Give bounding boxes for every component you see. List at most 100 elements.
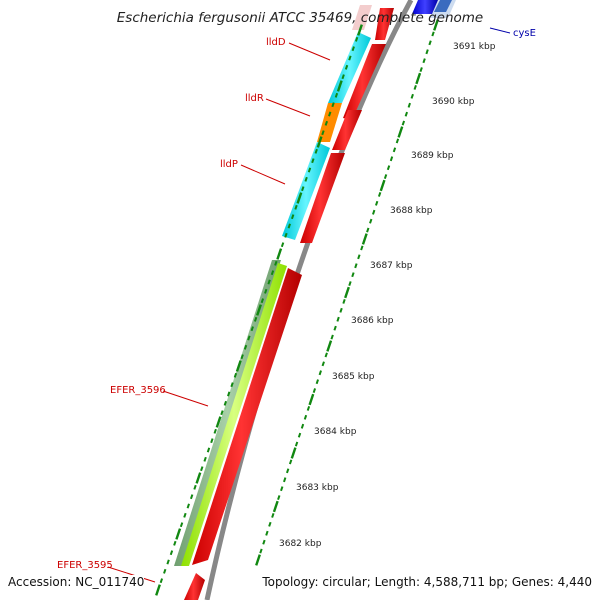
tick-mark [336,80,343,92]
tick-mark [288,459,293,465]
tick-mark [220,410,224,416]
inner-tick-marks [155,24,363,596]
efer-3596-outer [174,260,281,566]
tick-mark [339,307,343,313]
tick-mark [297,432,302,438]
tick-mark [169,550,174,556]
tick-mark [203,456,207,462]
tick-mark [259,548,263,554]
tick-mark [357,24,363,36]
tick-mark [415,72,422,85]
tick-mark [361,233,368,245]
gene-label: lldD [266,37,286,48]
gene-leader-line [107,566,156,583]
cds-red-5 [192,268,302,565]
tick-mark [374,200,379,206]
tick-mark [301,186,305,192]
tick-mark [280,486,284,492]
tick-mark [303,414,308,420]
tick-mark [389,156,394,162]
tick-mark [255,554,261,566]
tick-mark [163,568,167,574]
tick-mark [315,379,320,385]
tick-mark [294,204,298,210]
tick-mark [336,316,340,322]
tick-mark [223,400,228,406]
genome-backbone [204,0,414,600]
tick-mark [397,126,404,138]
tick-mark [215,416,222,428]
tick-label: 3691 kbp [453,42,496,52]
tick-mark [410,93,414,99]
gene-label: EFER_3596 [110,385,166,396]
gene-leader-line [489,27,511,34]
tick-mark [326,340,333,352]
tick-mark [366,227,370,233]
tick-mark [270,270,275,276]
tick-mark [360,245,364,251]
tick-mark [354,263,358,269]
gene-label: lldR [245,93,264,104]
page-title: Escherichia fergusonii ATCC 35469, compl… [116,10,484,26]
tick-mark [195,472,202,484]
tick-mark [166,559,170,565]
gene-leader-line [288,42,331,61]
tick-mark [159,578,164,584]
tick-mark [428,40,432,46]
tick-mark [186,503,190,509]
tick-mark [324,120,329,126]
tick-label: 3684 kbp [314,427,357,437]
tick-mark [253,316,258,322]
tick-mark [330,334,334,340]
tick-mark [175,528,182,540]
tick-mark [324,352,328,358]
tick-mark [250,326,254,332]
gene-leader-line [240,164,286,185]
tick-mark [379,179,386,192]
tick-mark [357,254,361,260]
tick-mark [333,325,337,331]
tick-mark [276,248,283,260]
tick-mark [230,382,234,388]
tick-mark [311,158,315,164]
tick-mark [348,281,352,287]
tick-mark [189,494,194,500]
gene-leader-line [162,390,209,407]
tick-mark [344,64,349,70]
tick-mark [331,102,335,108]
gene-label: EFER_3595 [57,560,113,571]
gene-label: cysE [513,28,536,39]
tick-mark [183,512,187,518]
tick-mark [321,130,325,136]
gene-leader-line [265,98,311,117]
tick-mark [419,67,423,73]
tick-mark [235,360,242,372]
blue-feature-right [434,0,452,12]
tick-label: 3689 kbp [411,151,454,161]
tick-mark [383,174,388,180]
tick-mark [233,372,238,378]
tick-mark [210,438,214,444]
tick-label: 3683 kbp [296,483,339,493]
tick-mark [342,298,346,304]
tick-mark [227,391,231,397]
tick-mark [206,447,211,453]
tick-mark [307,167,312,173]
tick-mark [193,484,197,490]
tick-label: 3690 kbp [432,97,475,107]
gene-label: lldP [220,159,238,170]
tick-mark [274,260,278,266]
tick-mark [271,512,275,518]
tick-mark [354,36,359,42]
efer-3596-inner [181,263,287,566]
faded-feature-top [352,5,372,30]
tick-mark [369,218,373,224]
tick-mark [431,31,435,37]
tick-label: 3687 kbp [370,261,413,271]
tick-label: 3682 kbp [279,539,322,549]
tick-mark [321,361,325,367]
accession-text: Accession: NC_011740 [8,575,145,589]
tick-mark [287,223,291,229]
cds-red-2 [343,44,386,120]
